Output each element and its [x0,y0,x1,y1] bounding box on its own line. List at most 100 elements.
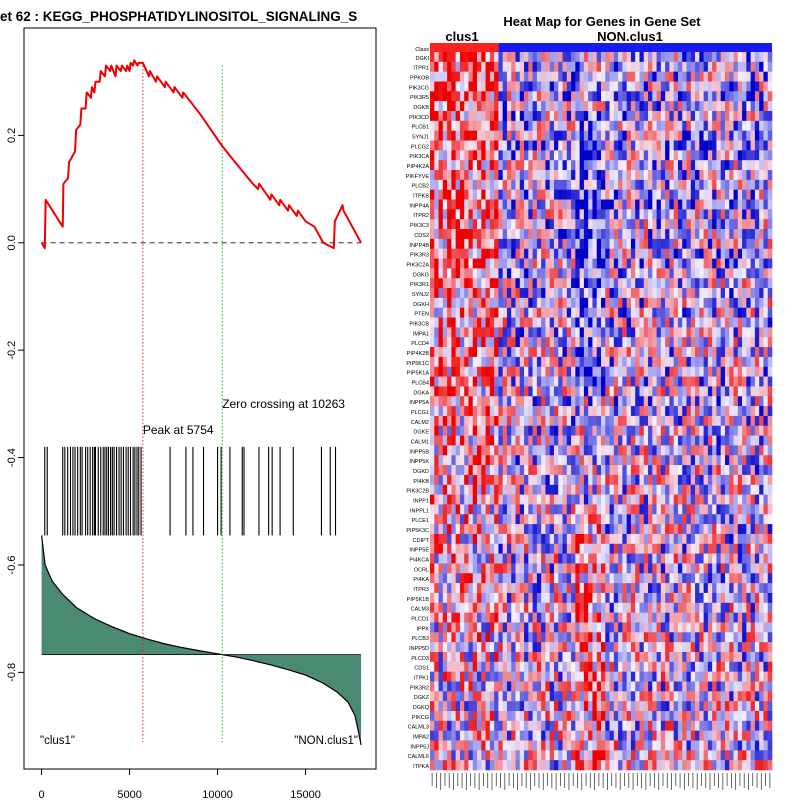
heat-cell [601,612,606,623]
heat-cell [502,199,508,210]
heat-cell [468,583,474,594]
heat-cell [673,160,679,171]
heat-cell [716,258,721,269]
heat-cell [455,317,461,328]
heat-cell [690,356,696,368]
heat-cell [477,317,482,328]
heat-cell [596,632,602,643]
heat-cell [754,337,760,348]
heat-cell [464,307,469,318]
heat-cell [566,455,572,466]
heat-cell [579,425,585,436]
heat-cell [609,120,615,131]
heat-cell [541,307,546,318]
heat-cell [541,445,546,456]
heat-cell [613,484,619,495]
heat-cell [742,81,747,92]
heat-cell [571,327,576,338]
heat-cell [545,111,550,122]
heat-cell [737,543,743,554]
heat-cell [472,317,478,328]
heat-cell [562,642,568,653]
heat-cell [630,465,636,476]
heat-cell [682,435,687,446]
heat-cell [643,563,649,574]
heat-cell [562,238,568,250]
heat-cell [695,209,700,220]
heat-cell [566,573,572,584]
heat-cell [665,238,670,250]
heat-cell [541,71,546,82]
heat-cell [750,484,756,495]
heat-cell [558,612,563,623]
heat-cell [729,71,734,82]
heat-cell [763,632,769,643]
x-tick-label: 0 [39,789,45,800]
heat-cell [712,376,717,387]
heat-cell [455,533,461,545]
heat-cell [622,425,627,436]
heat-cell [630,337,636,348]
heat-cell [541,386,546,397]
heat-cell [677,484,683,495]
heat-cell [481,396,486,407]
heat-cell [515,71,521,82]
heat-cell [699,337,704,348]
heat-cell [451,583,456,594]
heat-cell [724,209,730,220]
heat-cell [665,396,670,407]
heat-cell [571,71,576,82]
heat-cell [588,337,593,348]
heat-cell [596,170,602,181]
heat-cell [648,258,653,269]
heat-cell [630,494,636,505]
heat-cell [724,140,730,151]
heat-cell [571,425,576,436]
heat-cell [635,524,640,535]
heat-cell [720,229,726,240]
heat-cell [485,474,491,486]
heat-cell [455,91,461,102]
heat-cell [601,563,606,574]
heat-cell [605,622,610,633]
heat-cell [434,307,439,318]
heat-cell [494,111,499,122]
heat-cell [656,465,662,476]
heat-cell [515,415,521,427]
heat-cell [673,209,679,220]
heat-cell [737,91,743,102]
heat-cell [506,52,512,63]
heat-cell [596,524,602,535]
heat-cell [630,583,636,594]
heat-cell [515,199,521,210]
heat-cell [468,494,474,505]
heat-cell [459,258,465,269]
heat-cell [763,484,769,495]
heat-cell [626,425,632,436]
heat-cell [532,445,538,456]
heat-cell [541,229,546,240]
heat-cell [639,563,645,574]
heat-cell [699,425,704,436]
heat-cell [669,406,674,417]
heat-cell [571,602,576,613]
heat-cell [767,622,773,633]
heat-cell [767,592,773,604]
heat-cell [541,199,546,210]
heat-cell [686,229,692,240]
heat-cell [485,642,491,653]
heat-cell [716,61,721,72]
heat-cell [464,120,469,131]
heat-cell [618,199,623,210]
heat-cell [545,61,550,72]
heat-cell [442,268,448,279]
heat-cell [750,248,756,259]
heat-cell [712,455,717,466]
heat-cell [695,189,700,200]
heat-cell [660,583,666,594]
heat-cell [626,543,632,554]
heat-cell [618,347,623,358]
heat-cell [750,209,756,220]
heat-cell [524,563,529,574]
heat-cell [720,553,726,564]
